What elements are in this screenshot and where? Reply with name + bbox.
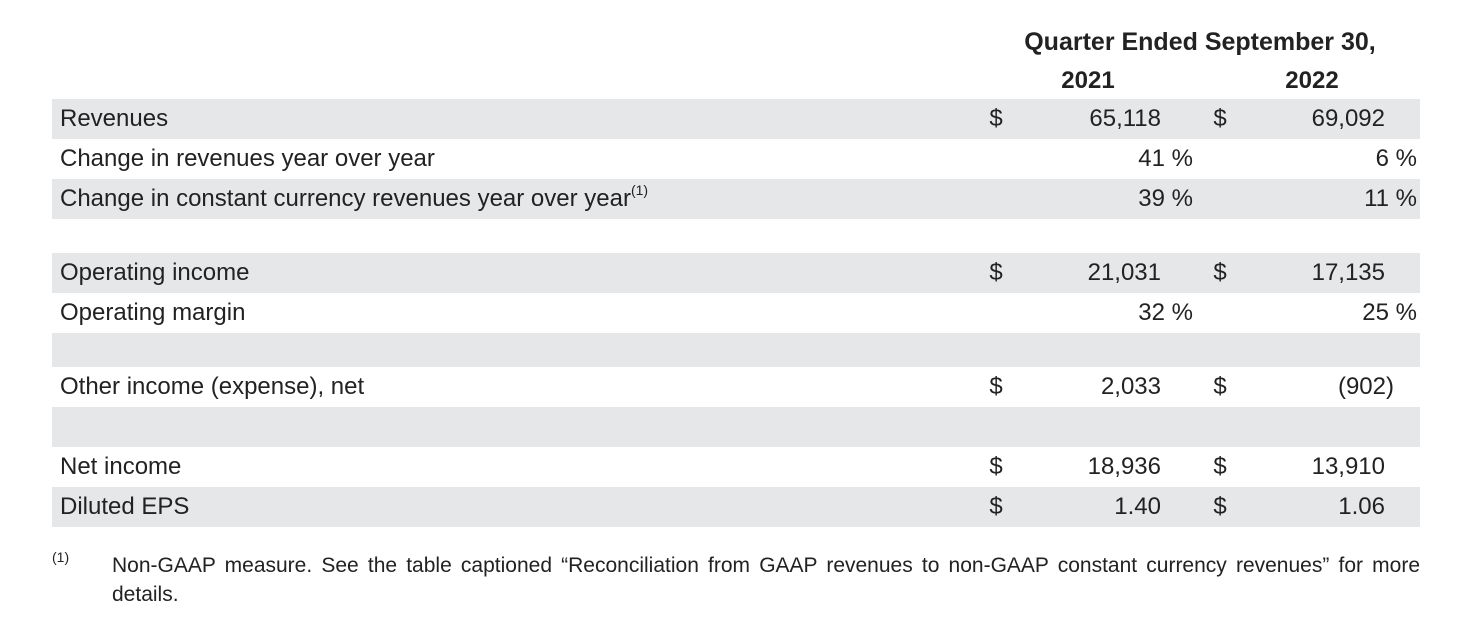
- footnote-text: Non-GAAP measure. See the table captione…: [112, 554, 1420, 606]
- value-2021: 18,936: [1087, 453, 1161, 480]
- table-row-constant-currency-change: Change in constant currency revenues yea…: [52, 179, 1420, 219]
- value-2022: 1.06: [1338, 493, 1385, 520]
- row-label: Operating income: [60, 259, 250, 286]
- currency-symbol: $: [1213, 259, 1227, 286]
- value-2022: 17,135: [1311, 259, 1385, 286]
- table-row-revenues: Revenues $ 65,118 $ 69,092: [52, 99, 1420, 139]
- row-label: Revenues: [60, 105, 169, 132]
- currency-symbol: $: [989, 453, 1003, 480]
- currency-symbol: $: [1213, 105, 1227, 132]
- row-label: Other income (expense), net: [60, 373, 365, 400]
- value-2022: 13,910: [1311, 453, 1385, 480]
- value-2021: 41 %: [1138, 145, 1193, 172]
- table-row-net-income: Net income $ 18,936 $ 13,910: [52, 447, 1420, 487]
- currency-symbol: $: [989, 373, 1003, 400]
- footnote-reference: (1): [630, 182, 649, 198]
- table-row-other-income: Other income (expense), net $ 2,033 $ (9…: [52, 367, 1420, 407]
- currency-symbol: $: [989, 493, 1003, 520]
- value-2021: 21,031: [1087, 259, 1161, 286]
- value-2022: 6 %: [1375, 145, 1417, 172]
- footnote-marker: (1): [52, 549, 70, 565]
- row-label: Change in revenues year over year: [60, 145, 435, 172]
- currency-symbol: $: [1213, 493, 1227, 520]
- table-row-operating-income: Operating income $ 21,031 $ 17,135: [52, 253, 1420, 293]
- value-2021: 39 %: [1138, 185, 1193, 212]
- row-label: Net income: [60, 453, 182, 480]
- value-2021: 1.40: [1114, 493, 1161, 520]
- value-2022: 69,092: [1311, 105, 1385, 132]
- value-2022: 25 %: [1362, 299, 1417, 326]
- column-header-title: Quarter Ended September 30,: [1024, 28, 1376, 56]
- spacer-row: [52, 407, 1420, 447]
- column-header-year-2021: 2021: [1061, 67, 1115, 94]
- spacer-row: [52, 333, 1420, 367]
- currency-symbol: $: [989, 259, 1003, 286]
- table-row-diluted-eps: Diluted EPS $ 1.40 $ 1.06: [52, 487, 1420, 527]
- value-2022: (902): [1337, 373, 1394, 400]
- row-label: Operating margin: [60, 299, 246, 326]
- value-2021: 32 %: [1138, 299, 1193, 326]
- row-label: Change in constant currency revenues yea…: [60, 179, 648, 219]
- currency-symbol: $: [1213, 373, 1227, 400]
- value-2021: 2,033: [1100, 373, 1161, 400]
- value-2021: 65,118: [1089, 105, 1161, 132]
- currency-symbol: $: [989, 105, 1003, 132]
- row-label: Diluted EPS: [60, 493, 190, 520]
- value-2022: 11 %: [1364, 185, 1417, 212]
- column-header-year-2022: 2022: [1285, 67, 1339, 94]
- table-row-revenue-change: Change in revenues year over year 41 % 6…: [52, 139, 1420, 179]
- currency-symbol: $: [1213, 453, 1227, 480]
- table-row-operating-margin: Operating margin 32 % 25 %: [52, 293, 1420, 333]
- row-label-text: Change in constant currency revenues yea…: [60, 185, 631, 212]
